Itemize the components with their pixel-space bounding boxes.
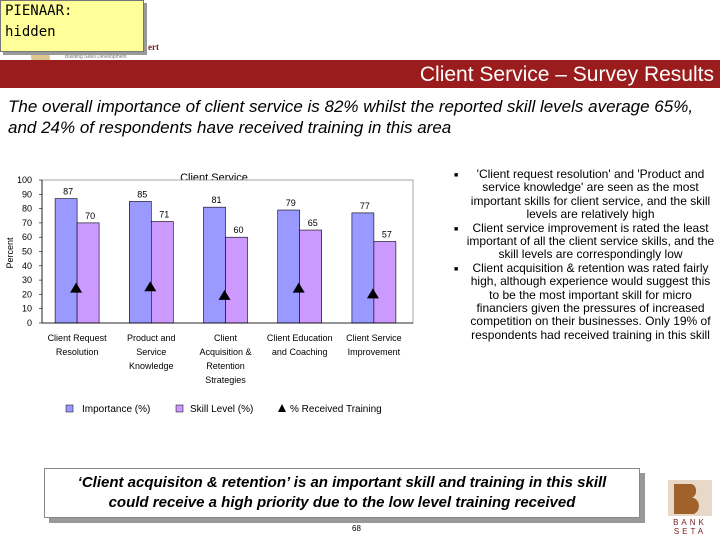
- legend-importance-label: Importance (%): [82, 404, 150, 415]
- legend-importance-swatch: [65, 404, 74, 413]
- y-tick-label: 30: [22, 275, 32, 285]
- training-marker: [144, 281, 157, 292]
- bullet-item: ■ Client acquisition & retention was rate…: [454, 260, 716, 342]
- skill-level-value-label: 60: [233, 225, 243, 235]
- title-bar: Client Service – Survey Results: [0, 60, 720, 88]
- page-number: 68: [352, 524, 361, 533]
- importance-bar: [203, 206, 226, 324]
- y-tick-label: 50: [22, 247, 32, 257]
- importance-value-label: 77: [360, 201, 370, 211]
- bullet-marker: ■: [454, 265, 459, 273]
- seta-logo-text: SETA: [674, 527, 706, 536]
- importance-value-label: 81: [211, 195, 221, 205]
- bank-seta-logo: BANK SETA: [668, 480, 712, 536]
- category-label: Client: [214, 333, 238, 343]
- note-author: PIENAAR:: [5, 3, 73, 19]
- legend-skill-level-swatch: [175, 404, 184, 413]
- importance-bar: [277, 209, 301, 324]
- slide-title: Client Service – Survey Results: [419, 63, 714, 86]
- bullet-marker: ■: [454, 172, 459, 179]
- callout-line-2: could receive a high priority due to the…: [108, 494, 576, 511]
- skill-level-bar: [373, 241, 397, 324]
- bullet-marker: ■: [454, 225, 459, 233]
- training-marker: [70, 282, 83, 293]
- skill-level-value-label: 57: [382, 229, 392, 239]
- y-tick-label: 80: [22, 204, 32, 214]
- callout-box: ‘Client acquisiton & retention’ is an im…: [44, 468, 640, 518]
- bullet-item: ■ 'Client request resolution' and 'Produc…: [454, 167, 716, 222]
- bullet-text: Client acquisition & retention was rated…: [470, 260, 711, 342]
- skill-level-value-label: 71: [159, 209, 169, 219]
- bank-logo-text: BANK: [673, 518, 707, 527]
- skill-level-bar: [151, 221, 174, 324]
- bullet-list: ■ 'Client request resolution' and 'Produc…: [454, 167, 716, 342]
- skill-level-value-label: 65: [308, 218, 318, 228]
- y-tick-label: 100: [17, 175, 32, 185]
- bullet-item: ■ Client service improvement is rated the…: [454, 220, 716, 262]
- skill-level-bar: [225, 236, 248, 324]
- training-marker: [292, 282, 305, 293]
- y-axis-label: Percent: [5, 237, 15, 269]
- y-tick-label: 0: [27, 318, 32, 328]
- training-marker: [366, 288, 379, 299]
- category-label: and Coaching: [272, 347, 328, 357]
- category-label: Client Education: [267, 333, 333, 343]
- importance-value-label: 79: [286, 198, 296, 208]
- training-marker: [218, 289, 231, 300]
- category-label: Service: [136, 347, 166, 357]
- legend-training-label: % Received Training: [290, 404, 382, 415]
- bullet-text: 'Client request resolution' and 'Product…: [470, 167, 711, 222]
- skill-level-value-label: 70: [85, 211, 95, 221]
- intro-text: The overall importance of client service…: [8, 97, 694, 137]
- y-tick-label: 70: [22, 218, 32, 228]
- importance-bar: [129, 201, 152, 324]
- importance-value-label: 85: [137, 189, 147, 199]
- importance-bar: [54, 198, 78, 324]
- y-tick-label: 10: [22, 304, 32, 314]
- sticky-note[interactable]: PIENAAR: hidden: [0, 0, 144, 52]
- importance-value-label: 87: [63, 187, 73, 197]
- y-tick-label: 40: [22, 261, 32, 271]
- legend-skill-level-label: Skill Level (%): [190, 404, 253, 415]
- category-label: Retention: [206, 361, 245, 371]
- logo-brand-text: ert: [148, 42, 159, 52]
- y-tick-label: 20: [22, 289, 32, 299]
- importance-bar: [351, 212, 375, 324]
- logo-tagline: Building Skills Development: [65, 54, 127, 60]
- category-label: Product and: [127, 333, 176, 343]
- y-tick-label: 90: [22, 189, 32, 199]
- category-label: Strategies: [205, 375, 246, 385]
- category-label: Resolution: [56, 347, 99, 357]
- category-label: Knowledge: [129, 361, 174, 371]
- skill-level-bar: [299, 229, 323, 324]
- category-label: Acquisition &: [199, 347, 251, 357]
- category-label: Improvement: [348, 347, 401, 357]
- category-label: Client Service: [346, 333, 402, 343]
- bullet-text: Client service improvement is rated the …: [466, 220, 715, 262]
- callout-line-1: ‘Client acquisiton & retention’ is an im…: [77, 474, 607, 491]
- category-label: Client Request: [48, 333, 108, 343]
- skill-level-bar: [76, 222, 100, 324]
- legend-training-marker: [278, 404, 286, 412]
- note-status: hidden: [5, 24, 56, 40]
- y-tick-label: 60: [22, 232, 32, 242]
- client-service-chart: Client Service Percent 87 70 85 71 81 60 79 65 7…: [5, 172, 414, 415]
